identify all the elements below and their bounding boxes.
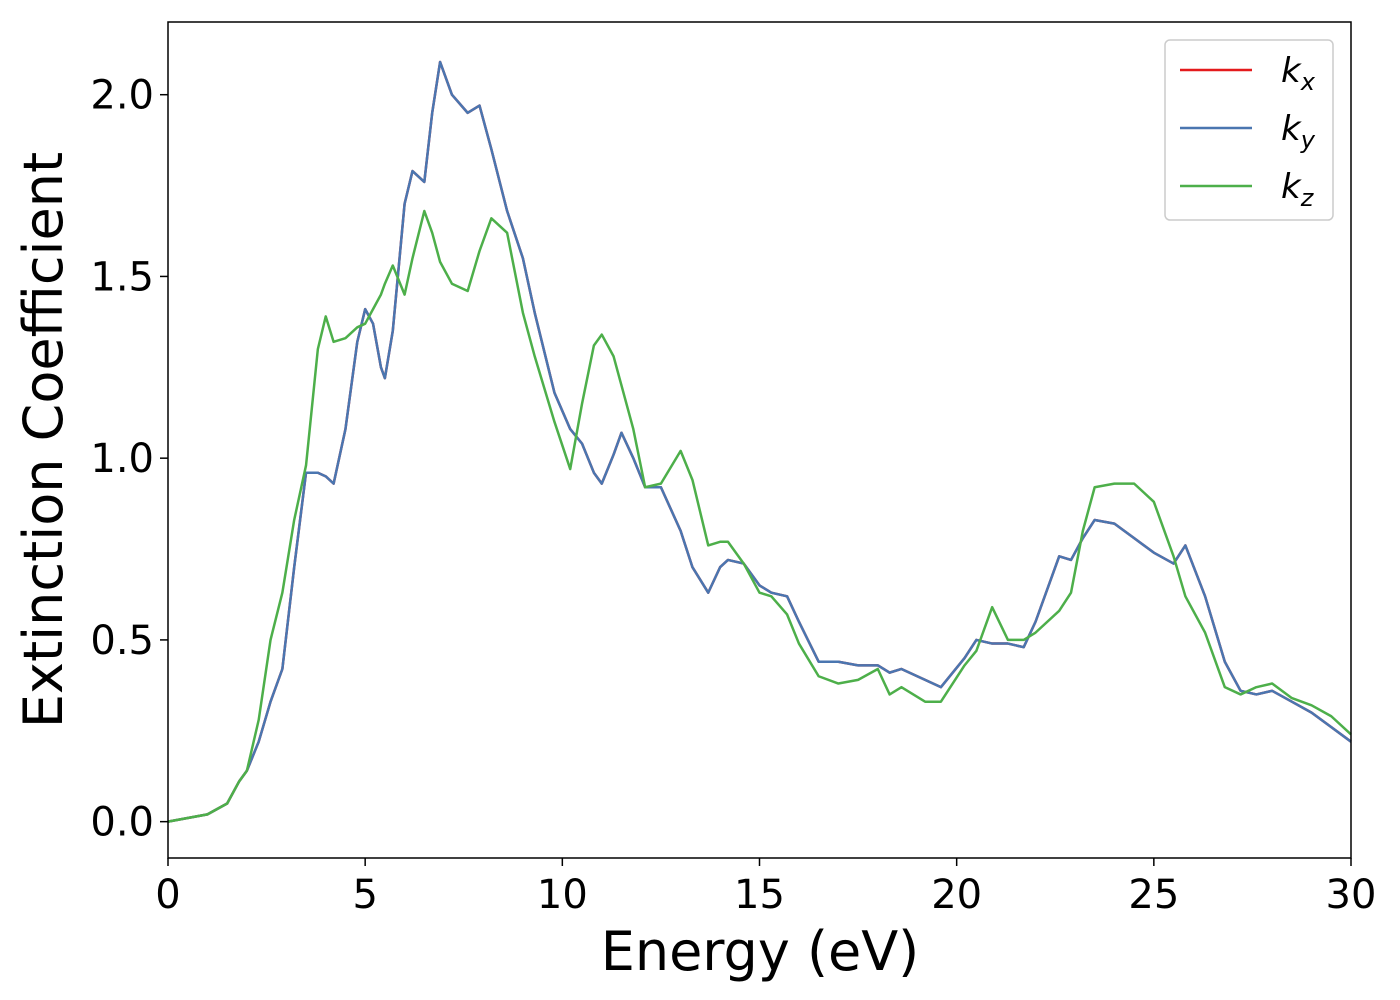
legend-label-sub: y <box>1300 126 1316 154</box>
legend-box <box>1164 39 1334 221</box>
legend-label-base: k <box>1281 109 1302 149</box>
x-tick-label: 25 <box>1128 872 1179 918</box>
y-tick-label: 1.5 <box>90 254 154 300</box>
x-axis-label: Energy (eV) <box>601 920 920 983</box>
series-line <box>167 209 1352 823</box>
legend-label: ky <box>1281 109 1316 154</box>
legend-label: kz <box>1281 167 1315 212</box>
legend-label-sub: x <box>1300 68 1316 96</box>
series-line <box>167 60 1352 823</box>
x-tick-label: 0 <box>155 872 180 918</box>
y-tick-label: 0.0 <box>90 800 154 846</box>
legend-label-base: k <box>1281 167 1302 207</box>
legend-label: kx <box>1281 51 1316 96</box>
y-tick-label: 2.0 <box>90 73 154 119</box>
y-tick-label: 1.0 <box>90 436 154 482</box>
x-tick-label: 5 <box>352 872 377 918</box>
y-tick-label: 0.5 <box>90 618 154 664</box>
x-tick-label: 30 <box>1326 872 1377 918</box>
x-tick-label: 10 <box>537 872 588 918</box>
y-axis-label: Extinction Coefficient <box>12 152 75 728</box>
legend-label-base: k <box>1281 51 1302 91</box>
x-tick-label: 20 <box>931 872 982 918</box>
x-tick-label: 15 <box>734 872 785 918</box>
plot-frame <box>167 21 1352 859</box>
legend-label-sub: z <box>1300 184 1315 212</box>
